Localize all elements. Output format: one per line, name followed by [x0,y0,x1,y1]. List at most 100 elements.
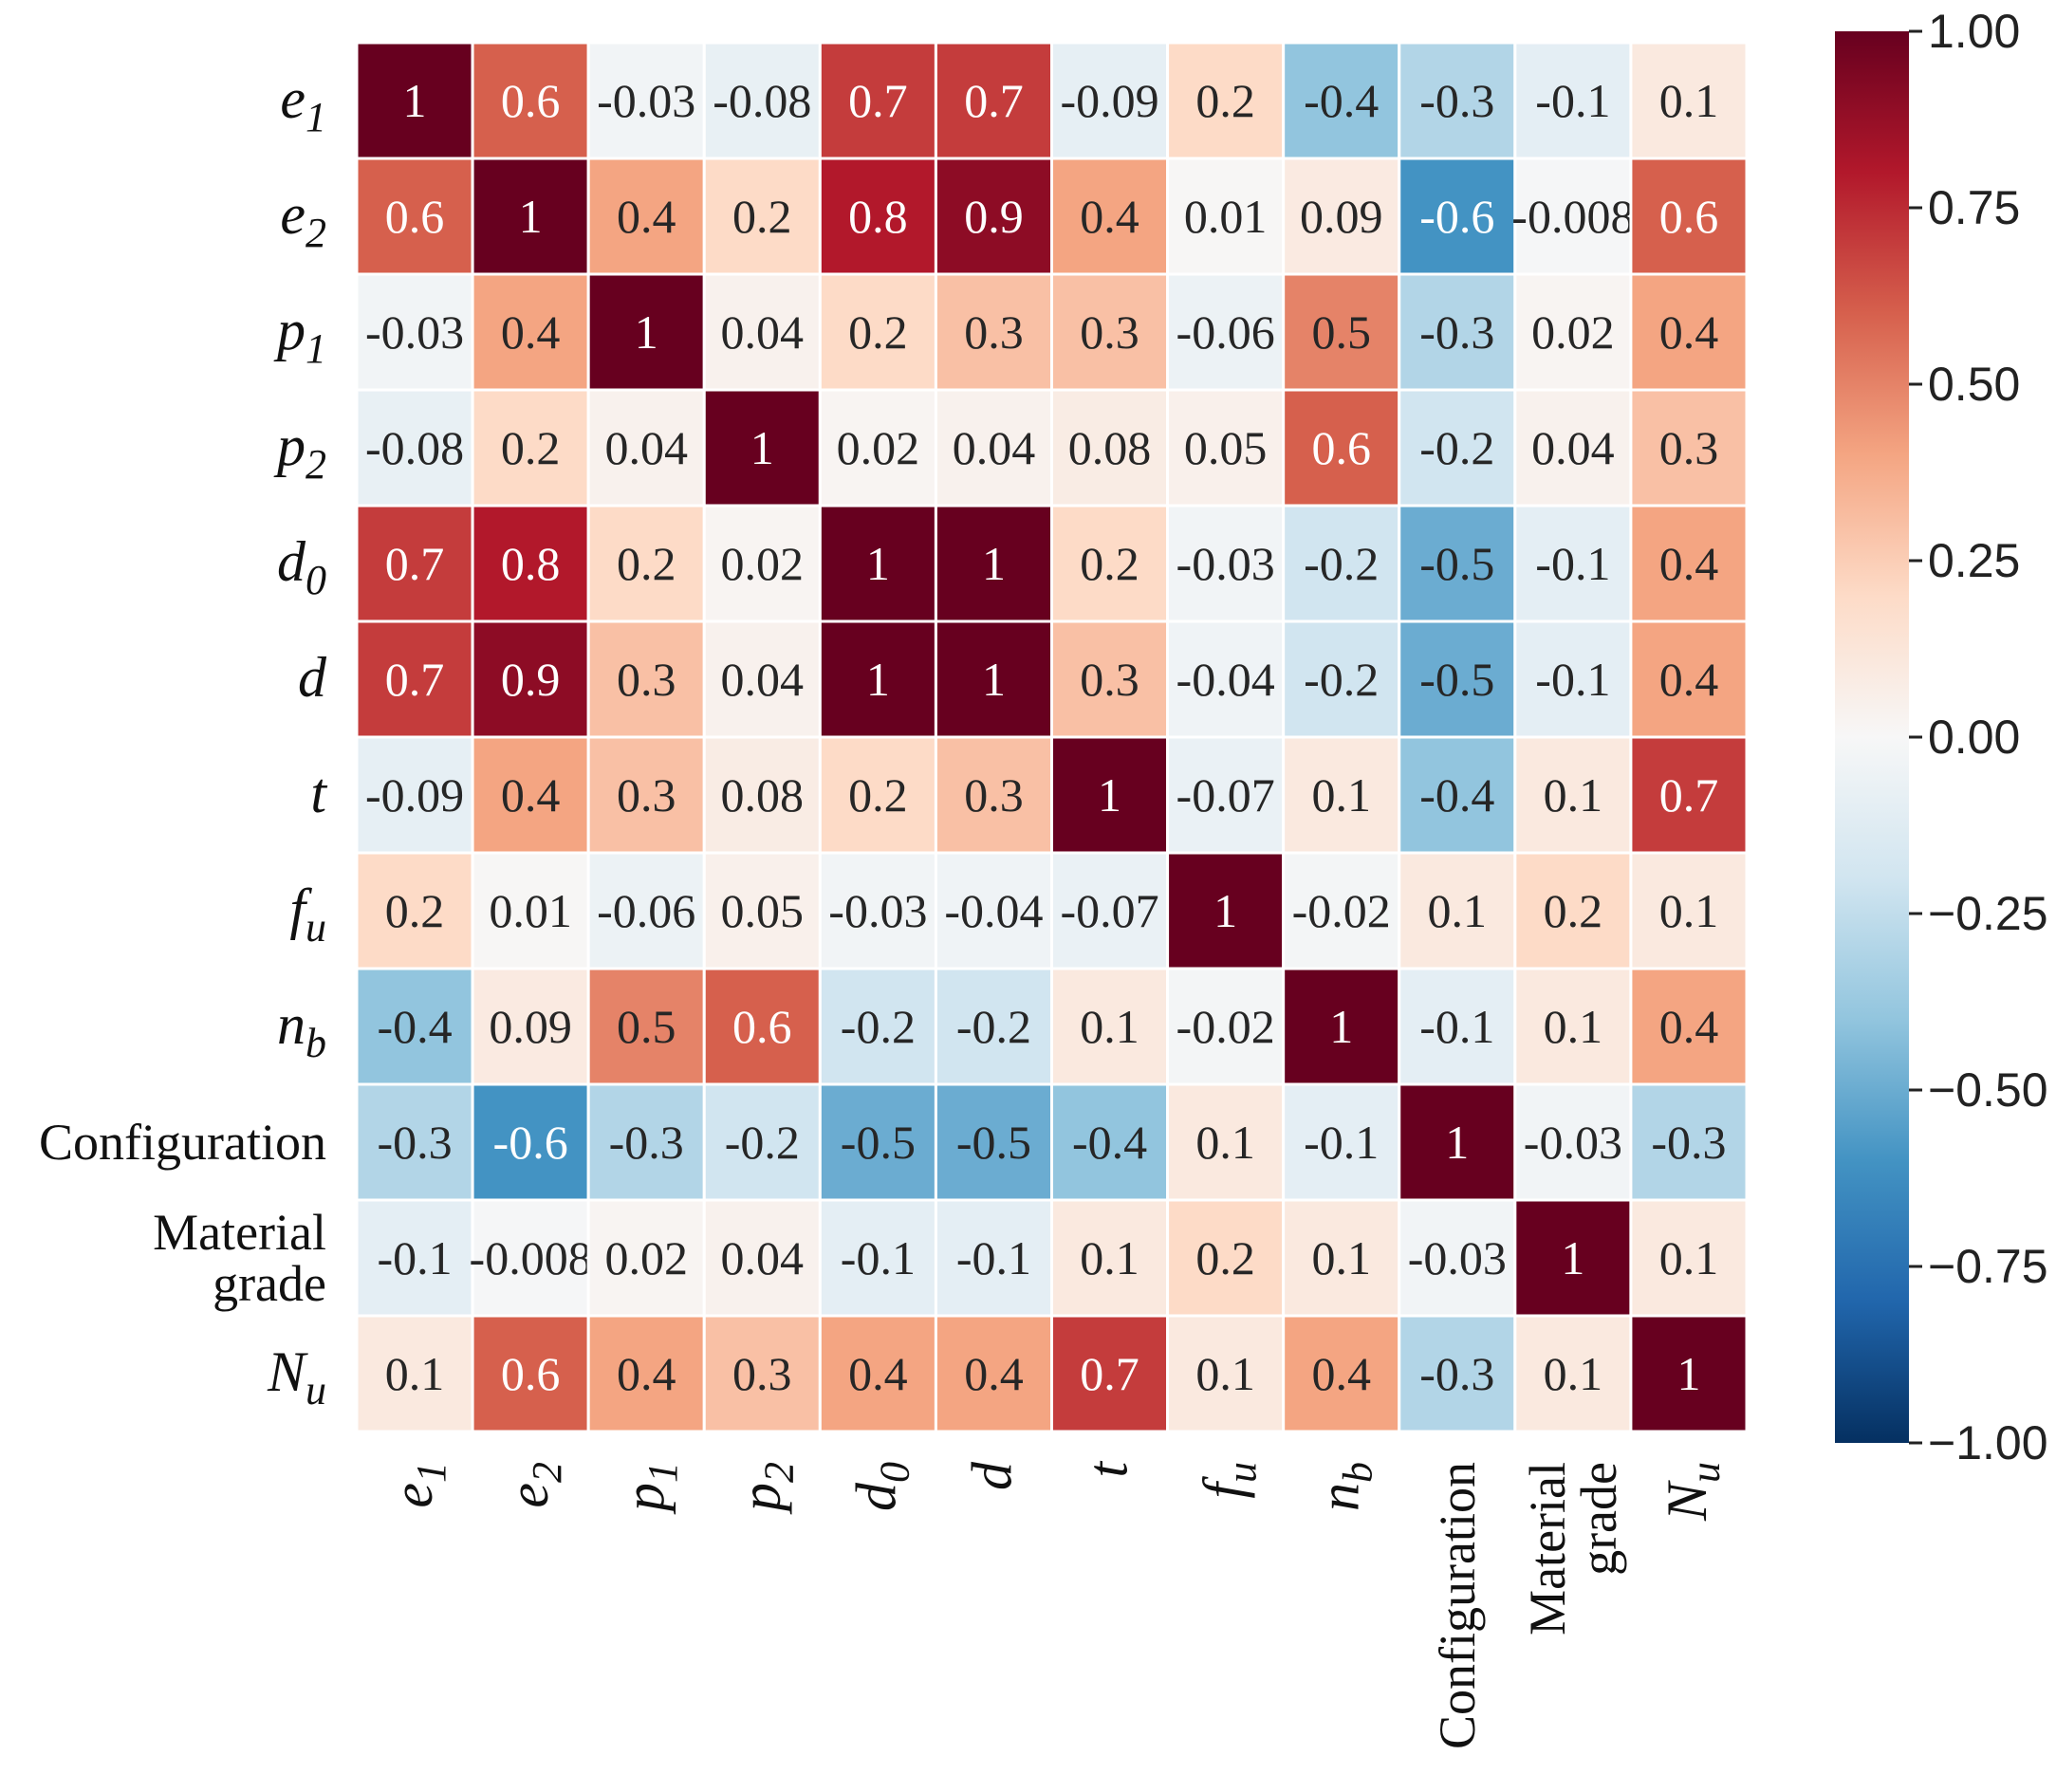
cell-value-label: 0.1 [1659,1231,1719,1284]
heatmap-cell [1398,388,1517,508]
heatmap-cell [1282,388,1401,508]
cell-value-label: 0.04 [1531,421,1615,474]
axis-label-p2: p2 [729,1462,802,1515]
x-axis-labels: e1 e2 p1 p2 d0 d t fu nb Configuration Materialgra… [381,1461,1729,1749]
colorbar-tick-label: −0.50 [1928,1063,2048,1117]
axis-label-text: e2 [280,183,326,256]
heatmap-cell [471,504,590,623]
cell-value-label: -0.2 [1304,653,1379,706]
axis-label-text: d0 [844,1462,917,1511]
heatmap-cell [934,619,1054,739]
cell-value-label: -0.1 [841,1231,916,1284]
cell-value-label: 0.7 [1659,768,1719,822]
axis-label-p2: p2 [273,415,326,488]
heatmap-cell [1050,851,1170,970]
heatmap-cell [1050,967,1170,1086]
axis-label-text: Configuration [1429,1462,1486,1749]
cell-value-label: 0.4 [1311,1347,1371,1400]
heatmap-cells: 1 0.6 -0.03 -0.08 0.7 0.7 -0.09 0.2 -0.4 -0.3 -0.1… [355,41,1749,1433]
cell-value-label: 0.1 [1544,1000,1603,1053]
cell-value-label: 0.08 [721,768,805,822]
cell-value-label: 0.1 [1428,884,1488,937]
heatmap-cell [1398,1314,1517,1433]
heatmap-cell [471,735,590,855]
cell-value-label: 0.1 [1080,1231,1139,1284]
cell-value-label: 1 [866,653,890,706]
heatmap-cell [1629,157,1749,276]
heatmap-cell [471,1198,590,1318]
cell-value-label: 1 [750,421,774,474]
cell-value-label: 0.8 [501,537,561,590]
cell-value-label: 1 [982,653,1006,706]
heatmap-cell [818,735,937,855]
cell-value-label: 0.3 [1659,421,1719,474]
cell-value-label: 0.4 [617,1347,676,1400]
cell-value-label: 0.01 [1184,190,1268,243]
cell-value-label: -0.3 [1651,1116,1726,1169]
cell-value-label: -0.3 [1419,74,1494,127]
cell-value-label: 0.08 [1068,421,1152,474]
heatmap-cell [355,388,474,508]
heatmap-cell [934,504,1054,623]
heatmap-cell [702,1082,822,1202]
cell-value-label: 0.6 [385,190,445,243]
heatmap-cell [702,967,822,1086]
axis-label-text: p1 [613,1462,686,1515]
heatmap-cell [1513,388,1633,508]
heatmap-cell [355,735,474,855]
cell-value-label: -0.08 [365,421,464,474]
heatmap-cell [1166,157,1286,276]
cell-value-label: 0.01 [489,884,572,937]
axis-label-text: Nu [267,1340,326,1413]
cell-value-label: 0.1 [1311,1231,1371,1284]
cell-value-label: -0.6 [493,1116,568,1169]
heatmap-cell [355,619,474,739]
cell-value-label: -0.04 [1176,653,1275,706]
heatmap-cell [702,272,822,392]
cell-value-label: 1 [866,537,890,590]
axis-label-text: t [1077,1461,1139,1478]
cell-value-label: 0.4 [1659,653,1719,706]
heatmap-cell [818,272,937,392]
cell-value-label: 0.5 [617,1000,676,1053]
cell-value-label: -0.2 [725,1116,800,1169]
heatmap-cell [471,1082,590,1202]
cell-value-label: 0.3 [617,768,676,822]
heatmap-cell [1166,967,1286,1086]
heatmap-cell [818,157,937,276]
heatmap-cell [1513,1198,1633,1318]
axis-label-text: nb [277,993,326,1066]
heatmap-cell [1050,504,1170,623]
colorbar-tick-label: 0.00 [1928,711,2020,764]
heatmap-cell [1513,967,1633,1086]
cell-value-label: 1 [519,190,543,243]
cell-value-label: -0.3 [1419,305,1494,359]
cell-value-label: 0.2 [501,421,561,474]
cell-value-label: 0.04 [953,421,1036,474]
axis-label-t: t [310,762,327,824]
cell-value-label: 1 [1098,768,1121,822]
heatmap-cell [355,1198,474,1318]
heatmap-cell [1513,504,1633,623]
axis-label-t: t [1077,1461,1139,1478]
cell-value-label: -0.1 [1535,537,1610,590]
cell-value-label: 0.1 [1544,768,1603,822]
heatmap-cell [1398,619,1517,739]
heatmap-cell [934,41,1054,160]
cell-value-label: 1 [1445,1116,1469,1169]
cell-value-label: 0.4 [1659,537,1719,590]
cell-value-label: 0.1 [385,1347,445,1400]
axis-label-nu: Nu [267,1340,326,1413]
cell-value-label: 0.2 [1544,884,1603,937]
cell-value-label: 0.1 [1544,1347,1603,1400]
heatmap-cell [586,1198,706,1318]
colorbar-tick-label: −0.25 [1928,887,2048,940]
cell-value-label: 0.1 [1659,884,1719,937]
heatmap-cell [1629,272,1749,392]
heatmap-cell [1050,1314,1170,1433]
cell-value-label: -0.03 [597,74,695,127]
cell-value-label: -0.2 [841,1000,916,1053]
axis-label-nb: nb [1308,1462,1381,1511]
